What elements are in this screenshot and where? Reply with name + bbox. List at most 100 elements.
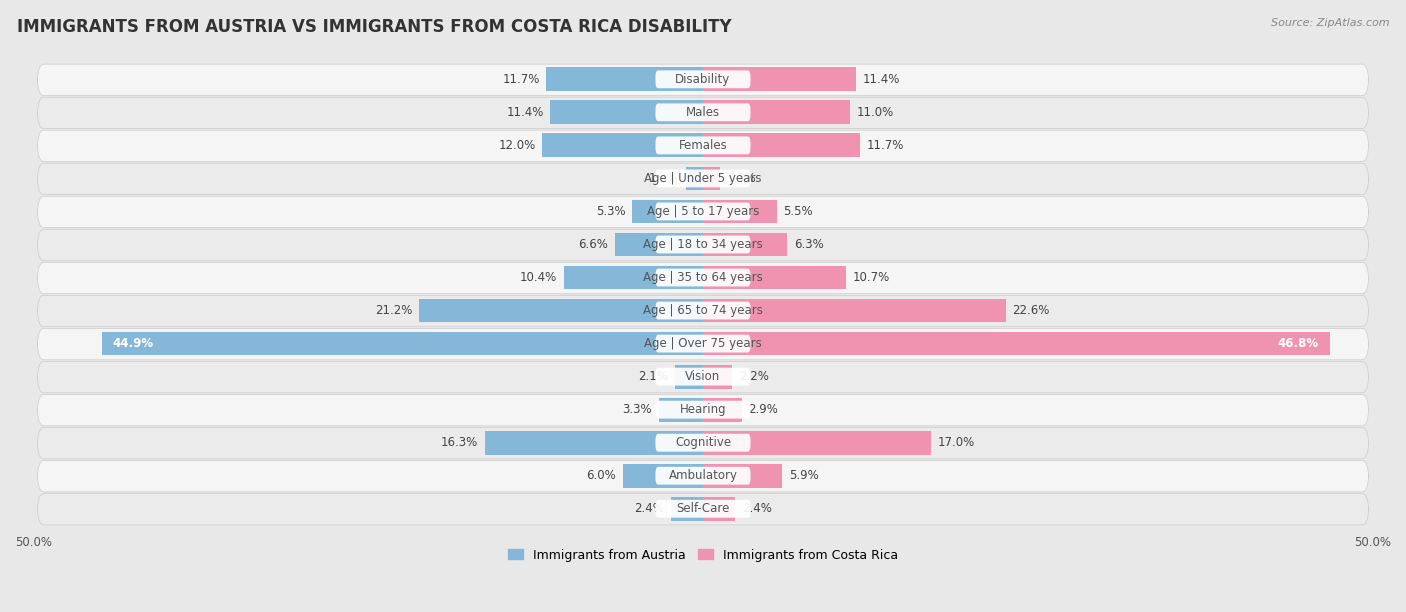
Text: 2.2%: 2.2% [740,370,769,383]
Legend: Immigrants from Austria, Immigrants from Costa Rica: Immigrants from Austria, Immigrants from… [503,543,903,567]
Bar [614,233,703,256]
Text: 11.0%: 11.0% [858,106,894,119]
Bar [703,464,782,488]
Bar [419,299,703,323]
FancyBboxPatch shape [38,97,1368,129]
Text: 6.0%: 6.0% [586,469,616,482]
Text: 2.9%: 2.9% [748,403,779,416]
FancyBboxPatch shape [655,467,751,485]
Bar [703,332,1330,356]
Text: 5.3%: 5.3% [596,205,626,218]
FancyBboxPatch shape [38,196,1368,228]
FancyBboxPatch shape [655,203,751,220]
Text: 6.6%: 6.6% [578,238,607,251]
FancyBboxPatch shape [38,230,1368,261]
Text: 10.7%: 10.7% [853,271,890,284]
Bar [703,67,856,91]
Bar [623,464,703,488]
Text: Age | 5 to 17 years: Age | 5 to 17 years [647,205,759,218]
Bar [703,497,735,521]
FancyBboxPatch shape [38,130,1368,162]
Text: 6.3%: 6.3% [794,238,824,251]
Text: 2.4%: 2.4% [742,502,772,515]
Text: Source: ZipAtlas.com: Source: ZipAtlas.com [1271,18,1389,28]
Bar [550,100,703,124]
Text: Age | Under 5 years: Age | Under 5 years [644,172,762,185]
Bar [671,497,703,521]
Text: Age | 18 to 34 years: Age | 18 to 34 years [643,238,763,251]
FancyBboxPatch shape [655,170,751,187]
FancyBboxPatch shape [655,500,751,518]
Text: 16.3%: 16.3% [441,436,478,449]
Text: Hearing: Hearing [679,403,727,416]
Bar [703,166,720,190]
Text: 3.3%: 3.3% [623,403,652,416]
FancyBboxPatch shape [38,362,1368,393]
Text: 5.9%: 5.9% [789,469,818,482]
Bar [543,133,703,157]
Text: Age | Over 75 years: Age | Over 75 years [644,337,762,350]
Text: Males: Males [686,106,720,119]
Text: Age | 65 to 74 years: Age | 65 to 74 years [643,304,763,317]
Text: 17.0%: 17.0% [938,436,974,449]
Text: 5.5%: 5.5% [783,205,813,218]
Bar [686,166,703,190]
FancyBboxPatch shape [38,428,1368,459]
Text: Ambulatory: Ambulatory [668,469,738,482]
Bar [485,431,703,455]
Text: 1.3%: 1.3% [650,172,679,185]
FancyBboxPatch shape [655,269,751,286]
Text: 21.2%: 21.2% [375,304,412,317]
Text: Cognitive: Cognitive [675,436,731,449]
Bar [675,365,703,389]
Text: 11.7%: 11.7% [866,139,904,152]
Text: IMMIGRANTS FROM AUSTRIA VS IMMIGRANTS FROM COSTA RICA DISABILITY: IMMIGRANTS FROM AUSTRIA VS IMMIGRANTS FR… [17,18,731,36]
FancyBboxPatch shape [655,368,751,386]
Bar [659,398,703,422]
FancyBboxPatch shape [38,461,1368,492]
Bar [633,200,703,223]
Text: Age | 35 to 64 years: Age | 35 to 64 years [643,271,763,284]
Bar [564,266,703,289]
FancyBboxPatch shape [38,493,1368,525]
Bar [703,398,742,422]
FancyBboxPatch shape [655,401,751,419]
Text: Females: Females [679,139,727,152]
Text: 2.1%: 2.1% [638,370,668,383]
Text: 22.6%: 22.6% [1012,304,1050,317]
FancyBboxPatch shape [655,236,751,253]
Bar [703,266,846,289]
Bar [703,133,859,157]
Text: 2.4%: 2.4% [634,502,664,515]
Text: 11.4%: 11.4% [862,73,900,86]
Text: 12.0%: 12.0% [498,139,536,152]
FancyBboxPatch shape [655,335,751,353]
Bar [101,332,703,356]
Text: 1.3%: 1.3% [727,172,756,185]
FancyBboxPatch shape [655,434,751,452]
FancyBboxPatch shape [655,103,751,121]
Text: Self-Care: Self-Care [676,502,730,515]
Bar [703,200,776,223]
Text: 46.8%: 46.8% [1278,337,1319,350]
FancyBboxPatch shape [38,263,1368,294]
FancyBboxPatch shape [655,136,751,154]
Bar [703,365,733,389]
FancyBboxPatch shape [38,296,1368,327]
Bar [703,233,787,256]
FancyBboxPatch shape [655,302,751,319]
Bar [703,431,931,455]
Bar [547,67,703,91]
FancyBboxPatch shape [38,163,1368,195]
FancyBboxPatch shape [38,329,1368,360]
FancyBboxPatch shape [38,64,1368,95]
Text: 11.7%: 11.7% [502,73,540,86]
Text: 44.9%: 44.9% [112,337,153,350]
FancyBboxPatch shape [38,395,1368,426]
Text: Vision: Vision [685,370,721,383]
Text: Disability: Disability [675,73,731,86]
Text: 10.4%: 10.4% [520,271,557,284]
Text: 11.4%: 11.4% [506,106,544,119]
Bar [703,100,851,124]
Bar [703,299,1005,323]
